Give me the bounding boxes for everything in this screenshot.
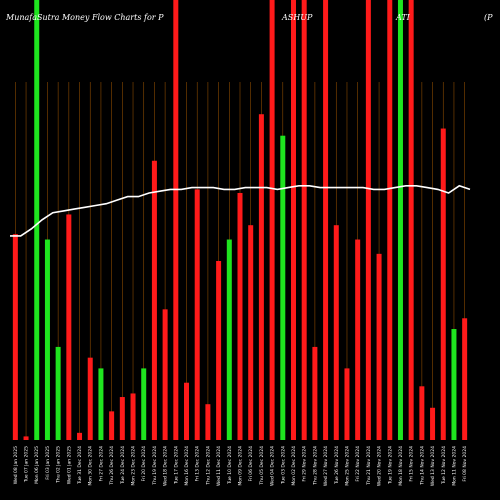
bar-35 bbox=[376, 253, 382, 440]
x-tick-label: Fri 03 Jan 2025 bbox=[45, 446, 51, 480]
bars bbox=[12, 0, 468, 441]
bar-10 bbox=[109, 411, 115, 440]
x-tick-label: Fri 15 Nov 2024 bbox=[409, 446, 415, 482]
x-tick-label: Mon 23 Dec 2024 bbox=[131, 446, 137, 486]
bar-36 bbox=[387, 0, 393, 440]
bar-43 bbox=[462, 318, 468, 440]
bar-11 bbox=[119, 397, 125, 440]
bar-24 bbox=[258, 114, 264, 440]
x-tick-label: Mon 09 Dec 2024 bbox=[238, 446, 244, 486]
chart-title: MunafaSutra Money Flow Charts for P ASHU… bbox=[5, 13, 493, 22]
x-tick-label: Wed 08 Jan 2025 bbox=[13, 446, 19, 484]
x-tick-label: Tue 19 Nov 2024 bbox=[387, 446, 393, 485]
x-tick-label: Mon 18 Nov 2024 bbox=[398, 446, 404, 486]
bar-3 bbox=[34, 0, 40, 440]
x-tick-label: Fri 22 Nov 2024 bbox=[355, 446, 361, 482]
x-tick-label: Fri 08 Nov 2024 bbox=[462, 446, 468, 482]
bar-6 bbox=[66, 214, 72, 440]
x-tick-label: Mon 02 Dec 2024 bbox=[291, 446, 297, 486]
x-tick-label: Fri 27 Dec 2024 bbox=[98, 446, 104, 482]
x-tick-label: Thu 14 Nov 2024 bbox=[419, 446, 425, 486]
x-tick-label: Thu 21 Nov 2024 bbox=[366, 446, 372, 486]
x-tick-label: Thu 19 Dec 2024 bbox=[152, 446, 158, 486]
x-tick-labels: Wed 08 Jan 2025 Tue 07 Jan 2025 Mon 06 Jan… bbox=[13, 446, 468, 486]
bar-12 bbox=[130, 393, 136, 440]
bar-33 bbox=[355, 239, 361, 440]
bar-37 bbox=[397, 0, 403, 440]
bar-28 bbox=[301, 0, 307, 440]
bar-39 bbox=[419, 386, 425, 440]
x-tick-label: Tue 10 Dec 2024 bbox=[227, 446, 233, 485]
bar-18 bbox=[194, 189, 200, 440]
bar-13 bbox=[141, 368, 147, 440]
bar-22 bbox=[237, 192, 243, 440]
title-part-4: (P bbox=[484, 13, 493, 22]
x-tick-label: Wed 01 Jan 2025 bbox=[66, 446, 72, 484]
x-tick-label: Thu 12 Dec 2024 bbox=[205, 446, 211, 486]
bar-38 bbox=[408, 0, 414, 440]
title-part-1: MunafaSutra Money Flow Charts for P bbox=[5, 13, 164, 22]
bar-27 bbox=[290, 0, 296, 440]
bar-40 bbox=[430, 407, 436, 440]
x-tick-label: Tue 03 Dec 2024 bbox=[280, 446, 286, 485]
x-tick-label: Tue 07 Jan 2025 bbox=[24, 446, 30, 483]
bar-8 bbox=[87, 357, 93, 440]
bar-15 bbox=[162, 309, 168, 440]
bar-9 bbox=[98, 368, 104, 440]
bar-19 bbox=[205, 404, 211, 440]
bar-42 bbox=[451, 329, 457, 440]
bar-34 bbox=[365, 0, 371, 440]
bar-1 bbox=[12, 234, 18, 440]
x-tick-label: Mon 11 Nov 2024 bbox=[451, 446, 457, 486]
x-tick-label: Mon 16 Dec 2024 bbox=[184, 446, 190, 486]
x-tick-label: Tue 24 Dec 2024 bbox=[120, 446, 126, 485]
x-tick-label: Tue 26 Nov 2024 bbox=[334, 446, 340, 485]
x-tick-label: Thu 28 Nov 2024 bbox=[312, 446, 318, 486]
x-tick-label: Wed 04 Dec 2024 bbox=[270, 446, 276, 486]
bar-20 bbox=[216, 261, 222, 440]
x-tick-label: Tue 17 Dec 2024 bbox=[173, 446, 179, 485]
bar-23 bbox=[248, 225, 254, 440]
bar-7 bbox=[77, 432, 83, 440]
title-part-3: ATI bbox=[395, 13, 411, 22]
bar-4 bbox=[44, 239, 50, 440]
bar-17 bbox=[184, 382, 190, 440]
x-tick-label: Fri 06 Dec 2024 bbox=[248, 446, 254, 482]
bar-41 bbox=[440, 128, 446, 441]
bar-30 bbox=[323, 0, 329, 440]
x-tick-label: Thu 26 Dec 2024 bbox=[109, 446, 115, 486]
bar-29 bbox=[312, 346, 318, 440]
bar-2 bbox=[23, 436, 29, 440]
x-tick-label: Mon 25 Nov 2024 bbox=[344, 446, 350, 486]
bar-25 bbox=[269, 0, 275, 440]
x-tick-label: Fri 29 Nov 2024 bbox=[302, 446, 308, 482]
x-tick-label: Thu 05 Dec 2024 bbox=[259, 446, 265, 486]
x-tick-label: Wed 18 Dec 2024 bbox=[163, 446, 169, 486]
x-tick-label: Thu 02 Jan 2025 bbox=[56, 446, 62, 484]
bar-21 bbox=[226, 239, 232, 440]
x-tick-label: Fri 20 Dec 2024 bbox=[141, 446, 147, 482]
x-tick-label: Tue 31 Dec 2024 bbox=[77, 446, 83, 485]
bar-31 bbox=[333, 225, 339, 440]
mfi-line bbox=[10, 184, 471, 237]
x-tick-label: Wed 20 Nov 2024 bbox=[377, 446, 383, 486]
x-tick-label: Tue 12 Nov 2024 bbox=[441, 446, 447, 485]
bar-32 bbox=[344, 368, 350, 440]
x-tick-label: Fri 13 Dec 2024 bbox=[195, 446, 201, 482]
title-part-2: ASHUP bbox=[281, 13, 313, 22]
x-tick-label: Wed 13 Nov 2024 bbox=[430, 446, 436, 486]
mfi-line-group bbox=[10, 184, 471, 237]
x-tick-label: Wed 11 Dec 2024 bbox=[216, 446, 222, 486]
bar-5 bbox=[55, 346, 61, 440]
x-tick-label: Mon 06 Jan 2025 bbox=[34, 446, 40, 484]
bar-16 bbox=[173, 0, 179, 440]
bar-14 bbox=[151, 160, 157, 440]
x-tick-label: Mon 30 Dec 2024 bbox=[88, 446, 94, 486]
bar-26 bbox=[280, 135, 286, 440]
x-tick-label: Wed 27 Nov 2024 bbox=[323, 446, 329, 486]
